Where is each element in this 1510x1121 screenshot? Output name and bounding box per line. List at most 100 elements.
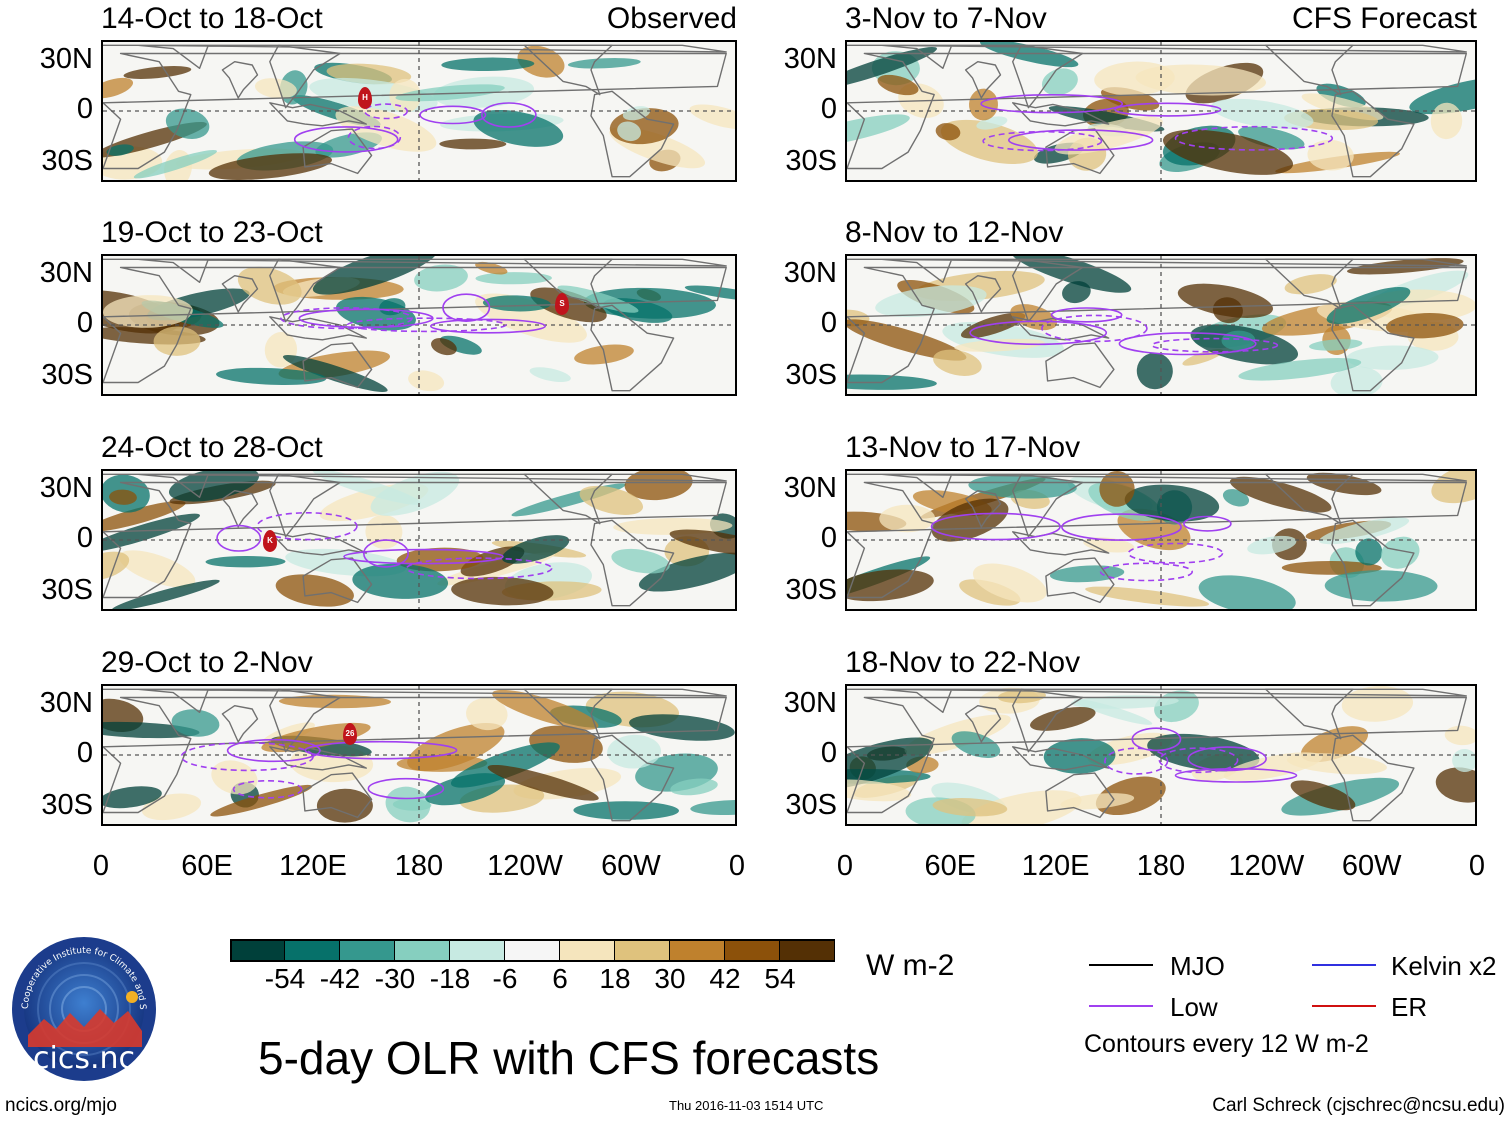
- olr-anomaly-blob: [439, 335, 482, 355]
- olr-anomaly-blob: [103, 786, 162, 809]
- coastline: [1331, 304, 1415, 392]
- olr-map-panel: [845, 469, 1477, 611]
- footer-timestamp: Thu 2016-11-03 1514 UTC: [669, 1098, 824, 1113]
- olr-anomaly-blob: [133, 150, 217, 179]
- olr-anomaly-blob: [408, 370, 445, 392]
- colorbar-label: 6: [552, 963, 568, 994]
- olr-anomaly-blob: [1324, 570, 1438, 602]
- coastline: [221, 275, 259, 313]
- olr-anomaly-blob: [1049, 565, 1125, 583]
- olr-anomaly-blob: [1210, 98, 1314, 129]
- olr-anomaly-blob: [103, 513, 200, 553]
- olr-anomaly-blob: [617, 121, 641, 142]
- legend-er-line: [1312, 1005, 1376, 1007]
- colorbar-label: 18: [599, 963, 631, 994]
- low-contour: [216, 524, 262, 552]
- low-contour: [1007, 129, 1154, 151]
- colorbar-swatch: [560, 939, 615, 962]
- coastline: [302, 557, 373, 604]
- olr-anomaly-blob: [106, 144, 134, 156]
- footer-author: Carl Schreck (cjschrec@ncsu.edu): [1212, 1095, 1505, 1116]
- coastline: [103, 696, 727, 814]
- low-contour: [304, 740, 458, 760]
- olr-anomaly-blob: [1085, 586, 1210, 607]
- legend-kelvin-label: Kelvin x2: [1391, 951, 1497, 981]
- olr-anomaly-blob: [954, 338, 1045, 352]
- olr-anomaly-blob: [123, 66, 192, 79]
- coastline: [964, 490, 1002, 528]
- latitude-label: 30N: [39, 687, 93, 719]
- longitude-label: 120E: [279, 850, 347, 882]
- low-contour: [1174, 125, 1334, 151]
- low-contour: [442, 293, 491, 323]
- olr-map-panel: S: [101, 254, 737, 396]
- longitude-label: 60E: [924, 850, 977, 882]
- olr-anomaly-blob: [111, 579, 220, 609]
- olr-anomaly-blob: [430, 338, 457, 356]
- legend-mjo-line: [1089, 964, 1153, 966]
- colorbar-swatch: [285, 939, 340, 962]
- coastline: [847, 473, 1467, 498]
- olr-anomaly-blob: [385, 786, 431, 823]
- colorbar-label: 42: [709, 963, 741, 994]
- coastline: [590, 90, 675, 178]
- low-contour: [1041, 314, 1148, 343]
- olr-anomaly-blob: [972, 563, 1047, 603]
- latitude-label: 30S: [785, 359, 837, 391]
- olr-anomaly-blob: [529, 367, 571, 382]
- olr-anomaly-blob: [847, 569, 934, 602]
- olr-anomaly-blob: [875, 285, 987, 318]
- longitude-label: 120W: [487, 850, 563, 882]
- colorbar-label: 54: [764, 963, 796, 994]
- coastline: [847, 696, 1467, 814]
- olr-anomaly-blob: [1386, 312, 1464, 339]
- olr-anomaly-blob: [1041, 68, 1078, 96]
- coastline: [269, 102, 367, 127]
- coastline: [847, 688, 1467, 713]
- olr-anomaly-blob: [210, 784, 313, 817]
- panel-title: 13-Nov to 17-Nov: [845, 431, 1081, 464]
- coastline: [1011, 316, 1110, 341]
- low-contour: [1099, 562, 1193, 582]
- olr-anomaly-blob: [583, 287, 716, 319]
- olr-anomaly-blob: [607, 734, 661, 769]
- panel-title: 24-Oct to 28-Oct: [101, 431, 323, 464]
- latitude-label: 30S: [785, 574, 837, 606]
- olr-anomaly-field: [847, 686, 1475, 824]
- low-contour: [1158, 747, 1239, 774]
- olr-anomaly-blob: [473, 109, 564, 147]
- coastline: [103, 473, 727, 498]
- footer-url: ncics.org/mjo: [5, 1095, 117, 1116]
- colorbar-label: -54: [264, 963, 306, 994]
- low-contour: [1151, 337, 1279, 353]
- olr-anomaly-field: [847, 471, 1475, 609]
- low-contour: [1187, 746, 1267, 772]
- olr-anomaly-blob: [847, 319, 967, 361]
- colorbar-swatch: [505, 939, 560, 962]
- olr-anomaly-blob: [1147, 733, 1260, 772]
- olr-anomaly-blob: [1043, 738, 1116, 774]
- olr-anomaly-field: [847, 42, 1475, 180]
- coastline: [103, 44, 727, 69]
- olr-map-panel: K: [101, 469, 737, 611]
- olr-anomaly-blob: [1341, 686, 1414, 722]
- olr-anomaly-blob: [1247, 535, 1297, 555]
- olr-anomaly-blob: [624, 471, 693, 501]
- cics-logo: Cooperative Institute for Climate and Sa…: [7, 928, 158, 1083]
- latitude-label: 0: [76, 307, 93, 339]
- legend-kelvin-line: [1312, 964, 1376, 966]
- coastline: [221, 705, 259, 743]
- colorbar-label: -30: [374, 963, 416, 994]
- olr-anomaly-blob: [1431, 471, 1475, 504]
- olr-anomaly-blob: [1281, 560, 1382, 575]
- latitude-label: 0: [820, 737, 837, 769]
- olr-anomaly-blob: [103, 77, 134, 99]
- tropical-cyclone-icon: K: [263, 530, 277, 552]
- olr-anomaly-blob: [933, 349, 982, 376]
- latitude-label: 30N: [783, 257, 837, 289]
- panel-title: 3-Nov to 7-Nov: [845, 2, 1047, 35]
- olr-anomaly-blob: [1430, 102, 1463, 140]
- olr-map-panel: H: [101, 40, 737, 182]
- legend-contour-note: Contours every 12 W m-2: [1084, 1030, 1369, 1058]
- latitude-label: 0: [820, 307, 837, 339]
